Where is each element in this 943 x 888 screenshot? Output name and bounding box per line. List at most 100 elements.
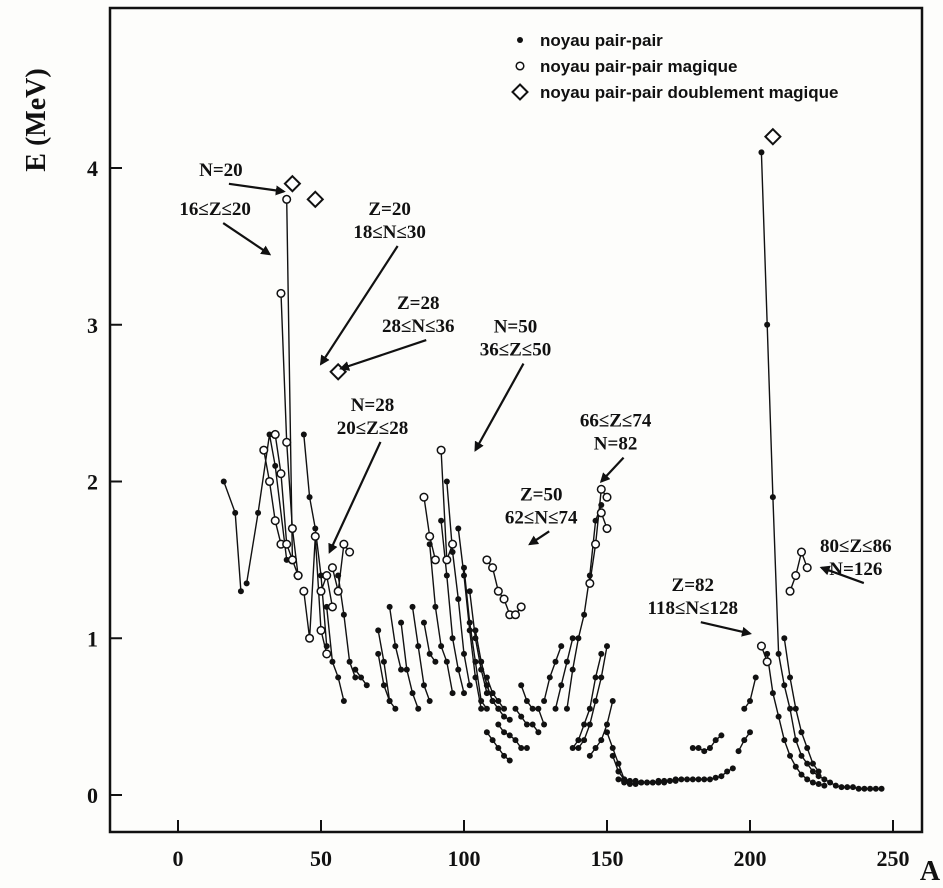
annotation-arrow <box>528 530 550 546</box>
annotation-label: 18≤N≤30 <box>353 222 426 243</box>
data-point-dot <box>506 732 513 739</box>
data-point-dot <box>478 666 485 673</box>
data-point-dot <box>535 705 542 712</box>
data-point-dot <box>415 705 422 712</box>
data-point-dot <box>426 541 433 548</box>
series-line <box>743 677 757 710</box>
data-point-circle <box>316 625 326 635</box>
data-point-dot <box>609 752 616 759</box>
data-point-dot <box>689 776 696 783</box>
data-point-dot <box>552 705 559 712</box>
data-point-dot <box>506 716 513 723</box>
x-tick-label: 150 <box>591 846 624 871</box>
data-point-dot <box>787 705 794 712</box>
series-line <box>520 685 545 725</box>
data-point-dot <box>844 784 851 791</box>
data-point-dot <box>706 776 713 783</box>
series-line <box>589 487 608 584</box>
data-point-dot <box>741 705 748 712</box>
annotation-label: N=28 <box>351 395 395 416</box>
data-point-dot <box>432 603 439 610</box>
x-tick-label: 200 <box>734 846 767 871</box>
data-point-dot <box>792 737 799 744</box>
data-point-dot <box>466 588 473 595</box>
data-point-dot <box>798 771 805 778</box>
data-point-circle <box>425 531 435 541</box>
series-line <box>429 544 454 694</box>
data-point-dot <box>849 784 856 791</box>
series-line <box>388 606 402 670</box>
data-point-circle <box>762 657 772 667</box>
data-point-dot <box>581 721 588 728</box>
data-point-dot <box>644 779 651 786</box>
data-point-dot <box>523 697 530 704</box>
data-point-circle <box>602 523 612 534</box>
data-point-dot <box>529 705 536 712</box>
data-point-dot <box>300 431 307 438</box>
data-point-dot <box>443 572 450 579</box>
annotation-arrow <box>222 222 272 256</box>
data-point-circle <box>322 571 332 581</box>
data-point-dot <box>483 682 490 689</box>
data-point-dot <box>878 785 885 792</box>
data-point-dot <box>609 744 616 751</box>
data-point-dot <box>426 650 433 657</box>
data-point-dot <box>672 777 679 784</box>
data-point-dot <box>592 697 599 704</box>
data-point-dot <box>386 603 393 610</box>
data-point-dot <box>466 682 473 689</box>
data-point-dot <box>512 737 519 744</box>
data-point-dot <box>769 690 776 697</box>
data-point-dot <box>392 643 399 650</box>
data-point-dot <box>461 690 467 697</box>
annotation-arrow <box>599 456 625 483</box>
data-point-circle <box>316 586 326 596</box>
data-point-dot <box>815 773 822 780</box>
data-point-diamond <box>306 190 325 209</box>
data-point-dot <box>701 776 708 783</box>
data-point-circle <box>259 445 269 455</box>
data-point-dot <box>563 658 570 665</box>
data-point-dot <box>558 643 565 650</box>
data-point-dot <box>861 785 868 792</box>
data-point-dot <box>455 596 462 603</box>
series-line <box>286 199 299 576</box>
data-point-dot <box>615 768 622 775</box>
data-point-dot <box>798 752 805 759</box>
data-point-dot <box>769 494 776 501</box>
data-point-dot <box>764 321 771 328</box>
annotation-label: N=20 <box>199 160 243 181</box>
data-point-dot <box>455 666 462 673</box>
data-point-dot <box>432 658 439 665</box>
data-point-dot <box>592 517 599 524</box>
data-point-dot <box>581 737 588 744</box>
data-point-circle <box>282 437 292 447</box>
data-point-dot <box>472 658 479 665</box>
data-point-dot <box>323 643 330 650</box>
data-point-circle <box>585 578 595 588</box>
data-point-dot <box>237 588 244 595</box>
data-point-dot <box>495 697 502 704</box>
data-point-dot <box>775 650 782 657</box>
annotation-label: 118≤N≤128 <box>648 598 739 619</box>
annotation-arrow <box>328 441 382 554</box>
y-tick-label: 3 <box>87 313 98 338</box>
data-point-dot <box>489 697 496 704</box>
data-point-dot <box>518 713 525 720</box>
data-point-dot <box>689 744 696 751</box>
data-point-dot <box>346 658 353 665</box>
annotation-arrow <box>474 363 525 452</box>
data-point-dot <box>678 776 685 783</box>
data-point-circle <box>482 555 492 565</box>
y-tick-label: 0 <box>87 783 98 808</box>
data-point-dot <box>569 635 576 642</box>
data-point-circle <box>305 633 315 643</box>
data-point-circle <box>442 555 452 565</box>
data-point-dot <box>867 785 874 792</box>
data-point-dot <box>312 525 319 532</box>
series-lines <box>223 152 882 790</box>
data-point-dot <box>380 682 387 689</box>
series-line <box>263 449 282 545</box>
data-point-dot <box>449 549 456 556</box>
data-point-dot <box>781 737 788 744</box>
